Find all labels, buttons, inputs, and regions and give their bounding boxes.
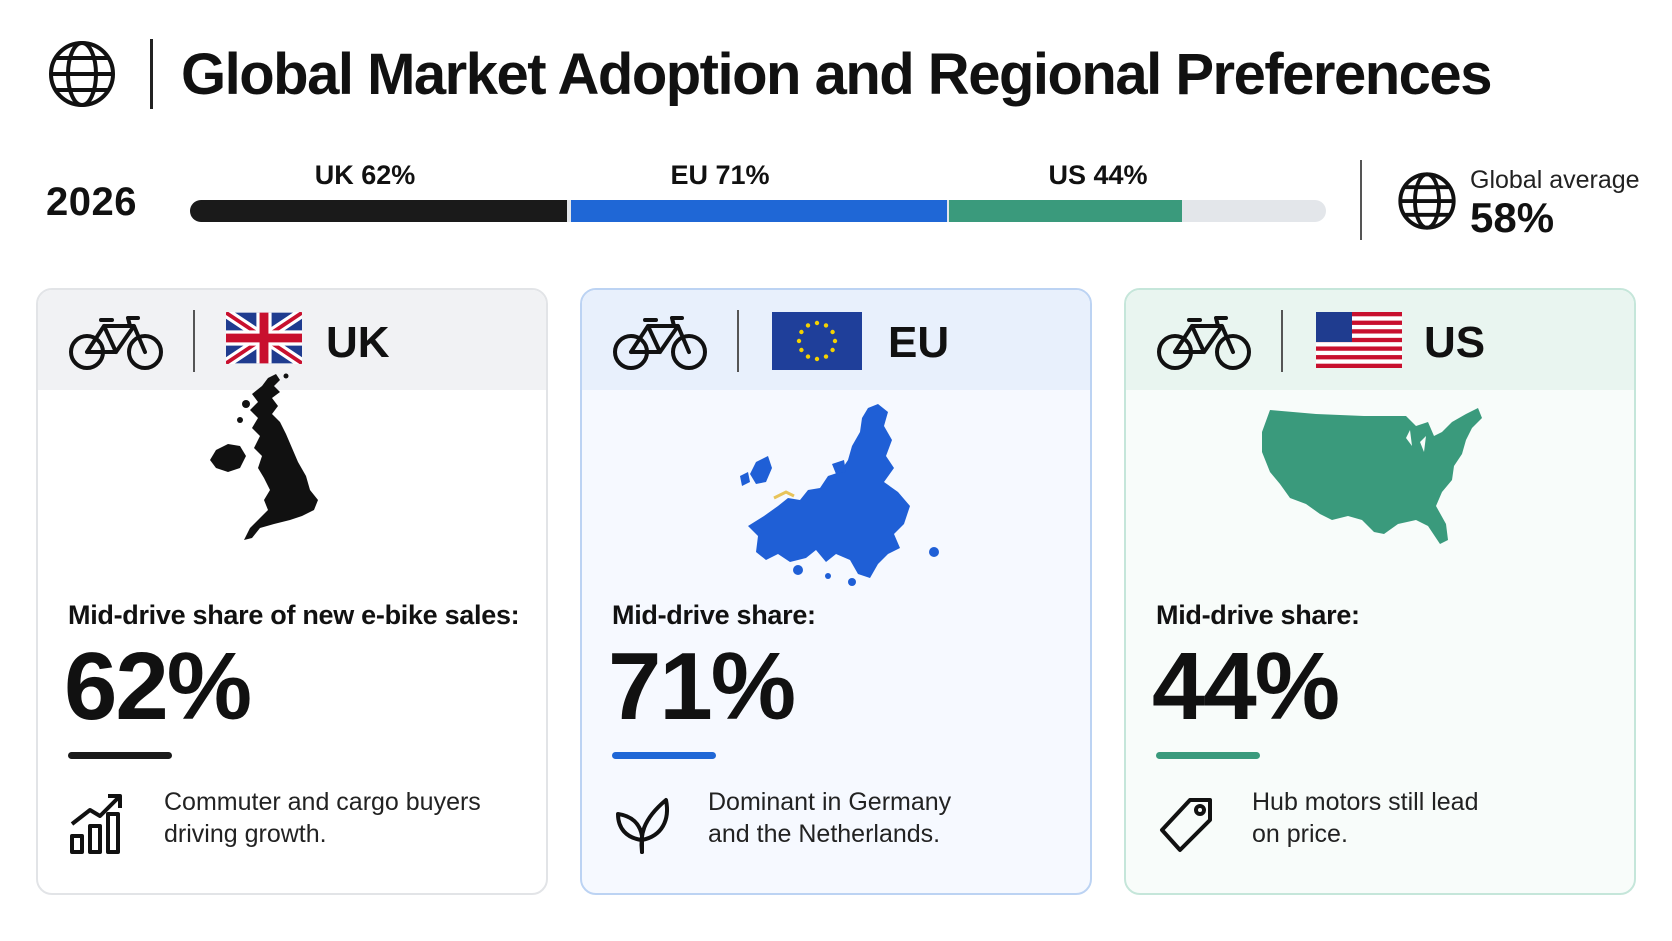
note-line: Hub motors still lead: [1252, 788, 1479, 816]
metric-value: 71%: [608, 633, 796, 740]
header-divider: [737, 310, 739, 372]
us-flag-stripe: [1316, 312, 1402, 317]
card-note: Dominant in Germany and the Netherlands.: [708, 786, 1078, 850]
region-card-eu: EU Mid-drive share: 71% Dominant in Germ…: [580, 288, 1092, 895]
metric-label: Mid-drive share:: [612, 600, 816, 630]
us-flag-stripe: [1316, 346, 1402, 351]
note-line: Commuter and cargo buyers: [164, 788, 481, 816]
bicycle-icon: [613, 316, 707, 370]
us-share-segment: [949, 200, 1182, 222]
bicycle-icon: [69, 316, 163, 370]
region-card-us: US Mid-drive share: 44% Hub motors still…: [1124, 288, 1636, 895]
region-name: UK: [326, 318, 390, 367]
region-name: EU: [888, 318, 950, 367]
eu-flag-star: [823, 323, 829, 328]
metric-value: 62%: [64, 633, 252, 740]
eu-flag-icon: [772, 312, 862, 370]
globe-icon: [1398, 172, 1456, 230]
accent-underline: [612, 752, 716, 759]
global-average-label: Global average: [1470, 166, 1640, 194]
uk-share-segment: [190, 200, 567, 222]
eu-flag-star: [830, 347, 835, 353]
leaf-icon: [616, 798, 669, 854]
metric-label: Mid-drive share of new e-bike sales:: [68, 600, 520, 630]
header-divider: [150, 39, 153, 109]
card-header: UK: [38, 290, 546, 390]
globe-icon: [49, 41, 115, 107]
us-flag-stripe: [1316, 320, 1402, 325]
us-share-label: US 44%: [1048, 160, 1148, 190]
eu-flag-star: [814, 320, 820, 326]
year-label: 2026: [46, 180, 137, 224]
us-flag-stripe: [1316, 363, 1402, 368]
eu-share-segment: [570, 200, 948, 222]
region-card-uk: UK Mid-drive share of new e-bike sales: …: [36, 288, 548, 895]
card-note: Commuter and cargo buyers driving growth…: [164, 786, 534, 850]
share-track: [190, 200, 1326, 222]
eu-flag-star: [805, 323, 811, 328]
accent-underline: [68, 752, 172, 759]
metric-label: Mid-drive share:: [1156, 600, 1360, 630]
bicycle-icon: [1157, 316, 1251, 370]
card-header: EU: [582, 290, 1090, 390]
us-flag-stripe: [1316, 355, 1402, 360]
page-title: Global Market Adoption and Regional Pref…: [181, 41, 1492, 107]
note-line: and the Netherlands.: [708, 820, 941, 848]
eu-flag-star: [823, 354, 829, 359]
header-divider: [193, 310, 195, 372]
eu-flag-star: [799, 329, 804, 335]
metric-value: 44%: [1152, 633, 1340, 740]
header-divider: [1281, 310, 1283, 372]
us-flag-stripe: [1316, 337, 1402, 343]
note-line: Dominant in Germany: [708, 788, 952, 816]
us-flag-icon: [1316, 312, 1402, 368]
note-line: on price.: [1252, 820, 1348, 848]
eu-share-label: EU 71%: [670, 160, 770, 190]
card-note: Hub motors still lead on price.: [1252, 786, 1622, 850]
growth-chart-icon: [70, 794, 122, 854]
header: Global Market Adoption and Regional Pref…: [46, 38, 1492, 110]
eu-flag-star: [796, 338, 802, 344]
accent-underline: [1156, 752, 1260, 759]
eu-flag-star: [799, 347, 804, 353]
eu-flag-star: [805, 354, 811, 359]
card-header: US: [1126, 290, 1634, 390]
price-tag-icon: [1160, 798, 1212, 852]
note-line: driving growth.: [164, 820, 327, 848]
eu-flag-star: [830, 329, 835, 335]
uk-map: [210, 373, 318, 540]
uk-flag-icon: [226, 312, 302, 364]
usa-map: [1262, 408, 1482, 544]
europe-map: [740, 404, 939, 586]
eu-flag-star: [814, 356, 820, 362]
global-average-value: 58%: [1470, 194, 1555, 241]
region-name: US: [1424, 318, 1486, 367]
us-flag-stripe: [1316, 329, 1402, 334]
eu-flag-star: [832, 338, 838, 344]
uk-share-label: UK 62%: [314, 160, 416, 190]
global-divider: [1360, 160, 1362, 240]
